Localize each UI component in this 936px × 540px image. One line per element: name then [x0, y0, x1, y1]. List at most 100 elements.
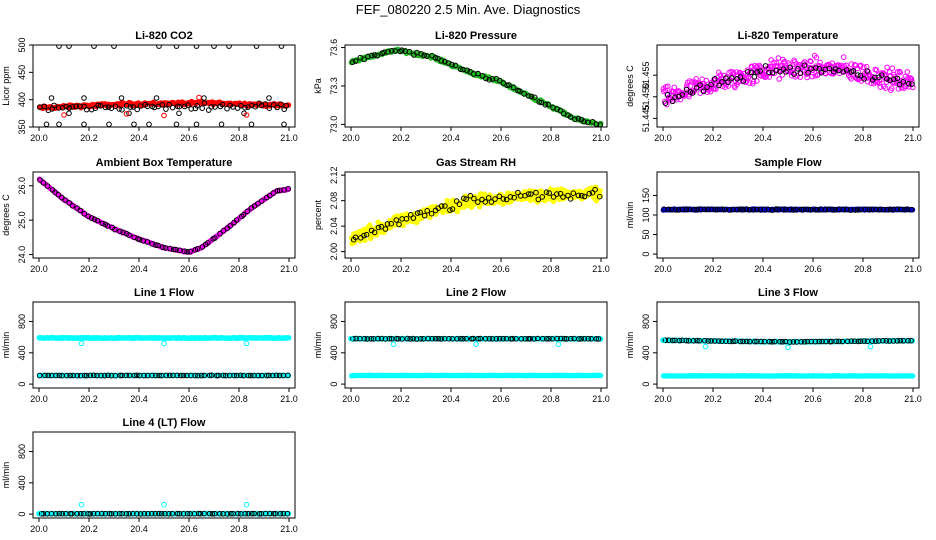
data-point: [149, 241, 155, 247]
y-tick-label: 0: [641, 382, 651, 387]
data-point: [543, 336, 550, 342]
data-point: [102, 104, 109, 111]
data-point: [908, 76, 915, 82]
x-tick-label: 21.0: [280, 133, 298, 143]
data-point: [740, 338, 746, 345]
x-tick-label: 20.2: [80, 394, 98, 404]
data-point: [386, 335, 393, 342]
outlier-point: [161, 340, 167, 347]
data-point: [664, 101, 670, 108]
data-point: [888, 85, 895, 91]
x-tick-label: 20.0: [342, 394, 360, 404]
data-point: [404, 335, 411, 342]
data-point: [184, 249, 190, 255]
data-point: [592, 186, 598, 193]
data-point: [447, 207, 453, 213]
data-point: [217, 230, 223, 237]
y-axis-label: degrees C: [1, 194, 11, 236]
data-point: [855, 207, 861, 213]
data-point: [765, 206, 772, 213]
data-point: [726, 207, 733, 213]
outlier-point: [278, 45, 285, 49]
outlier-point: [555, 341, 562, 348]
data-point: [844, 206, 850, 213]
data-point: [166, 101, 172, 108]
data-point: [509, 335, 516, 342]
data-point: [776, 76, 783, 82]
chart-panel: Line 3 Flow ml/min 20.0 20.2 20.4 20.6 20.8 21.…: [625, 287, 922, 404]
plot-area: [36, 176, 292, 255]
data-point: [576, 336, 582, 342]
y-tick-label: 2.04: [329, 217, 339, 235]
x-tick-label: 20.4: [754, 264, 772, 274]
data-point: [134, 106, 140, 113]
data-point: [194, 246, 201, 252]
data-point: [209, 511, 216, 517]
data-point: [567, 114, 574, 120]
data-point: [349, 59, 356, 66]
data-point: [489, 76, 496, 82]
data-point: [108, 511, 115, 517]
data-point: [790, 339, 797, 345]
data-point: [798, 206, 805, 213]
data-point: [816, 338, 823, 345]
data-point: [424, 53, 430, 59]
data-point: [857, 72, 864, 79]
data-point: [77, 372, 84, 379]
data-point: [884, 64, 890, 71]
data-point: [826, 65, 833, 72]
data-point: [565, 192, 571, 199]
outlier-point: [193, 45, 200, 49]
data-point: [212, 235, 218, 241]
data-point: [457, 335, 464, 342]
plot-area: [660, 52, 916, 108]
chart-panel: Sample Flow ml/min 20.0 20.2 20.4 20.6 20.8 21.…: [625, 157, 922, 274]
data-point: [578, 192, 585, 199]
data-point: [855, 338, 862, 345]
data-point: [136, 236, 143, 243]
data-point: [743, 206, 750, 212]
data-point: [700, 88, 707, 95]
data-point: [697, 82, 703, 88]
data-point: [686, 78, 693, 84]
data-point: [105, 372, 111, 379]
x-tick-label: 20.0: [30, 394, 48, 404]
plot-frame: [32, 44, 296, 128]
data-point: [145, 511, 151, 517]
outlier-point: [243, 340, 250, 347]
data-point: [813, 54, 820, 61]
data-point: [848, 338, 855, 344]
data-point: [479, 73, 486, 79]
data-point: [804, 338, 811, 345]
data-point: [126, 232, 132, 238]
data-point: [864, 68, 871, 74]
y-tick-label: 50: [641, 230, 651, 240]
data-point: [384, 221, 391, 227]
x-tick-label: 20.4: [130, 133, 148, 143]
data-point: [87, 511, 94, 517]
data-point: [201, 510, 207, 517]
data-point: [130, 104, 136, 110]
data-point: [894, 338, 901, 344]
data-point: [418, 51, 424, 57]
data-point: [518, 336, 525, 342]
data-point: [55, 105, 62, 111]
data-point: [894, 206, 901, 212]
data-point: [438, 336, 445, 342]
data-point: [694, 337, 700, 344]
data-point: [224, 105, 230, 112]
data-point: [368, 336, 374, 342]
data-point: [425, 335, 432, 342]
data-point: [708, 338, 714, 344]
data-point: [570, 190, 577, 196]
data-point: [560, 194, 566, 200]
outlier-point: [81, 95, 87, 101]
data-point: [708, 81, 714, 88]
data-point: [769, 339, 775, 345]
data-point: [152, 510, 159, 517]
data-point: [198, 372, 205, 379]
data-point: [597, 122, 603, 127]
data-point: [153, 372, 159, 379]
data-point: [285, 185, 292, 192]
